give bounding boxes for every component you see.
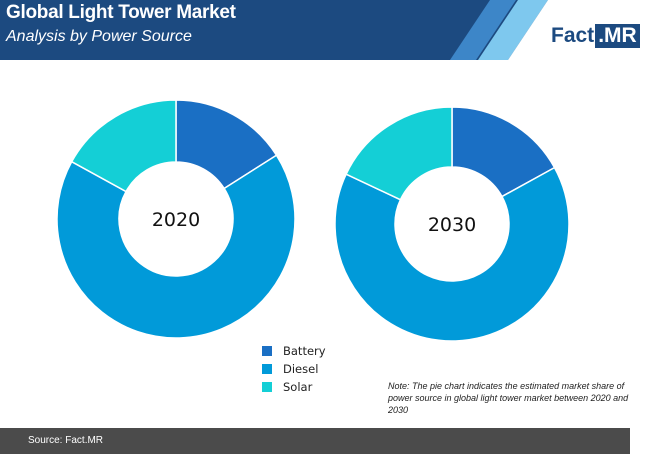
header-stripe-1 [450,0,516,60]
footer-bar: Source: Fact.MR [0,428,630,454]
donut-charts: 2020 2030 [56,99,570,342]
slice-2030-diesel [334,166,570,342]
legend-item-solar: Solar [262,378,326,395]
legend-swatch-battery [262,345,272,356]
page-title: Global Light Tower Market [6,2,236,23]
legend-item-battery: Battery [262,342,326,359]
legend-swatch-diesel [262,363,272,374]
brand-logo-fact: Fact [551,24,595,47]
legend-item-diesel: Diesel [262,360,326,377]
slice-2020-diesel [56,154,296,339]
source-text: Source: Fact.MR [28,435,104,446]
donut-center-label-2030: 2030 [428,214,476,236]
brand-logo: Fact .MR [551,24,640,48]
legend-label-battery: Battery [283,343,326,358]
chart-legend: Battery Diesel Solar [262,342,326,396]
legend-swatch-solar [262,381,272,392]
header-stripe-2 [478,0,548,60]
chart-note: Note: The pie chart indicates the estima… [388,381,629,415]
slice-2030-solar [345,106,453,201]
legend-label-diesel: Diesel [283,361,319,376]
header-banner: Global Light Tower Market Analysis by Po… [0,0,650,60]
donut-center-label-2020: 2020 [152,209,200,231]
page-subtitle: Analysis by Power Source [6,28,192,45]
legend-label-solar: Solar [283,379,313,394]
slice-2020-solar [70,99,177,193]
brand-logo-mr: .MR [595,24,640,48]
